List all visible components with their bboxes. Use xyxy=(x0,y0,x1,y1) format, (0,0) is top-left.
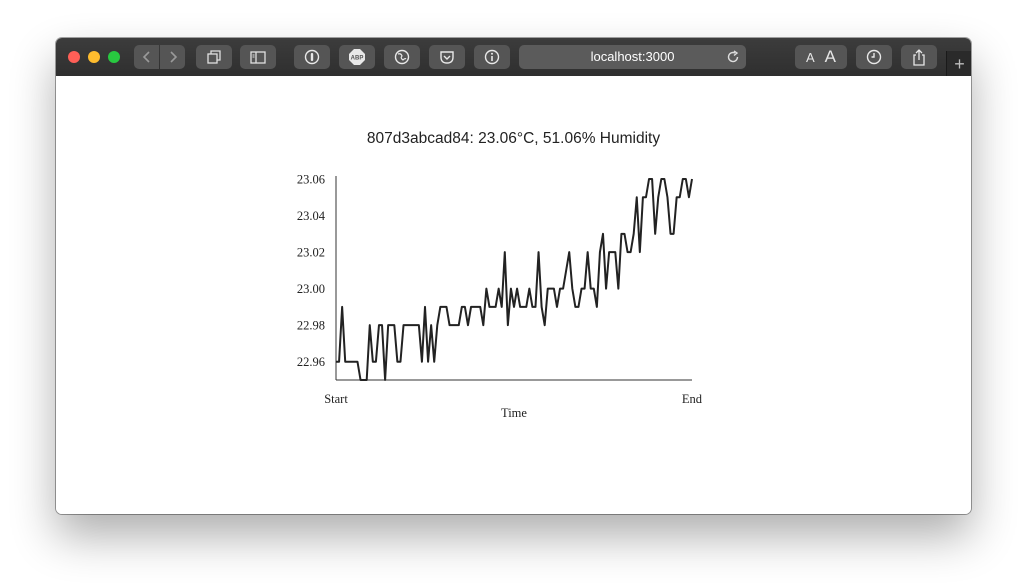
browser-window: ABP localhost:3000 A A + 807d3abcad84: 2… xyxy=(56,38,971,514)
y-tick-label: 22.98 xyxy=(297,319,325,333)
y-tick-label: 23.02 xyxy=(297,246,325,260)
url-text: localhost:3000 xyxy=(590,49,675,64)
increase-text-size-button[interactable]: A xyxy=(824,47,836,66)
sidebar-button[interactable] xyxy=(240,45,276,69)
page-content: 807d3abcad84: 23.06°C, 51.06% Humidity 2… xyxy=(56,76,971,514)
globe-icon xyxy=(394,49,410,65)
sidebar-icon xyxy=(250,50,266,64)
y-tick-label: 23.06 xyxy=(297,173,325,187)
zoom-window-button[interactable] xyxy=(108,51,120,63)
page-title: 807d3abcad84: 23.06°C, 51.06% Humidity xyxy=(366,130,661,147)
minimize-window-button[interactable] xyxy=(88,51,100,63)
clock-icon xyxy=(866,49,882,65)
share-button[interactable] xyxy=(901,45,937,69)
y-tick-label: 22.96 xyxy=(297,355,325,369)
password-extension-button[interactable] xyxy=(294,45,330,69)
svg-text:ABP: ABP xyxy=(351,56,364,62)
x-axis-label: Time xyxy=(501,406,527,420)
share-icon xyxy=(913,48,925,66)
y-tick-label: 23.04 xyxy=(297,209,326,223)
x-tick-label: End xyxy=(682,392,703,406)
series-line-temperature xyxy=(336,178,693,381)
tabs-icon xyxy=(207,50,221,64)
browser-toolbar: ABP localhost:3000 A A + xyxy=(56,38,971,77)
decrease-text-size-button[interactable]: A xyxy=(805,49,815,65)
globe-extension-button[interactable] xyxy=(384,45,420,69)
tab-overview-button[interactable] xyxy=(196,45,232,69)
text-size-control[interactable]: A A xyxy=(795,45,847,69)
password-manager-icon xyxy=(304,49,320,65)
new-tab-button[interactable]: + xyxy=(946,51,971,76)
info-icon xyxy=(484,49,500,65)
x-tick-label: Start xyxy=(324,392,348,406)
info-button[interactable] xyxy=(474,45,510,69)
pocket-icon xyxy=(440,50,454,64)
y-tick-label: 23.00 xyxy=(297,282,325,296)
chevron-left-icon xyxy=(142,51,150,63)
history-button[interactable] xyxy=(856,45,892,69)
back-button[interactable] xyxy=(134,45,159,69)
forward-button[interactable] xyxy=(160,45,185,69)
reload-icon[interactable] xyxy=(726,50,740,64)
adblock-icon: ABP xyxy=(349,49,365,65)
adblock-extension-button[interactable]: ABP xyxy=(339,45,375,69)
chevron-right-icon xyxy=(169,51,177,63)
close-window-button[interactable] xyxy=(68,51,80,63)
address-bar[interactable]: localhost:3000 xyxy=(519,45,746,69)
pocket-button[interactable] xyxy=(429,45,465,69)
